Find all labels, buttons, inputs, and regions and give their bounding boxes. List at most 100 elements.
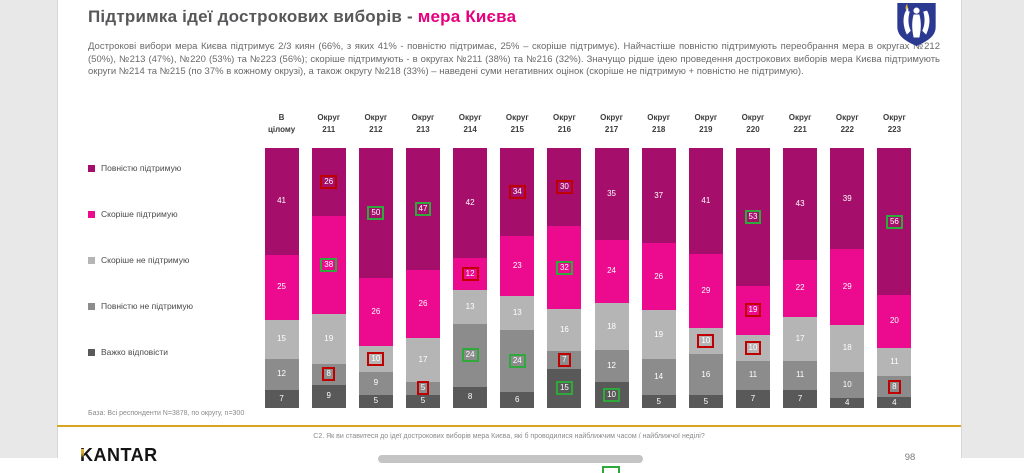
significance-legend-swatch (602, 466, 620, 473)
bar-segment: 7 (264, 389, 299, 408)
legend-label: Повністю підтримую (101, 163, 182, 173)
category-label: Округ 213 (411, 113, 435, 134)
bar-segment: 19 (641, 310, 676, 360)
value-label: 4 (892, 397, 897, 407)
value-label: 14 (654, 372, 664, 382)
value-label: 16 (701, 369, 711, 379)
bar-segment: 11 (877, 347, 912, 377)
bar-segment: 6 (500, 392, 535, 408)
bar-segment: 32 (547, 226, 582, 310)
bar-segment: 9 (311, 384, 346, 408)
legend-item: Важко відповісти (88, 347, 193, 357)
value-label: 5 (373, 396, 379, 406)
stacked-bar: 37 26 19 14 5 (641, 148, 676, 408)
bar-segment: 34 (500, 148, 535, 237)
bar-segment: 42 (453, 148, 488, 259)
category-label: Округ 223 (883, 113, 906, 134)
page-number: 98 (904, 452, 916, 463)
bar-segment: 16 (688, 353, 723, 396)
chart-legend: Повністю підтримую Скоріше підтримую Скорі… (88, 163, 193, 393)
page-title-accent: мера Києва (417, 7, 517, 26)
value-label-significant-lower: 10 (744, 341, 762, 356)
value-label: 22 (795, 283, 805, 293)
bar-segment: 12 (264, 358, 299, 390)
value-label-significant-higher: 47 (414, 202, 432, 217)
value-label-significant-lower: 8 (322, 367, 335, 382)
legend-swatch-icon (88, 256, 95, 264)
bar-segment: 10 (688, 328, 723, 354)
value-label: 7 (750, 393, 756, 403)
value-label-significant-higher: 24 (508, 354, 526, 369)
bar-segment: 19 (311, 314, 346, 364)
chart-column: Округ 217 35 24 18 12 10 (588, 112, 635, 408)
chart-column: Округ 213 47 26 17 5 5 (399, 112, 446, 408)
value-label: 12 (277, 369, 287, 379)
category-label: Округ 215 (505, 113, 529, 134)
bar-segment: 7 (783, 389, 818, 408)
value-label: 6 (515, 395, 520, 405)
stacked-bar: 56 20 11 8 4 (877, 148, 912, 408)
value-label: 41 (277, 196, 287, 206)
value-label: 4 (845, 397, 850, 407)
kyiv-coat-of-arms-icon (897, 2, 936, 47)
footer-divider (57, 425, 961, 427)
value-label: 26 (371, 306, 381, 316)
category-label: Округ 222 (835, 113, 859, 134)
chart-column: Округ 212 50 26 10 9 5 (352, 112, 399, 408)
bar-segment: 38 (311, 215, 346, 315)
legend-label: Повністю не підтримую (101, 301, 193, 311)
value-label: 20 (889, 316, 899, 326)
page-title: Підтримка ідеї дострокових виборів - мер… (88, 7, 516, 27)
value-label: 17 (795, 334, 805, 344)
chart-column: Округ 223 56 20 11 8 4 (871, 112, 918, 408)
value-label: 7 (279, 393, 284, 403)
legend-swatch-icon (88, 348, 95, 356)
value-label: 35 (607, 188, 616, 198)
bar-segment: 12 (594, 350, 629, 382)
viewer-scrollbar[interactable] (378, 455, 643, 463)
value-label: 26 (654, 271, 664, 281)
category-label: Округ 221 (788, 113, 812, 134)
bar-segment: 26 (641, 243, 676, 311)
kantar-logo-gold-accent (81, 449, 84, 458)
value-label: 10 (842, 379, 852, 389)
bar-segment: 11 (735, 361, 770, 390)
chart-column: Округ 214 42 12 13 24 8 (447, 112, 494, 408)
category-label: Округ 216 (553, 113, 576, 134)
category-label: Округ 220 (741, 113, 765, 134)
value-label-significant-lower: 30 (555, 180, 573, 194)
value-label: 13 (465, 301, 475, 311)
legend-item: Повністю підтримую (88, 163, 193, 173)
value-label: 39 (842, 193, 852, 203)
bar-segment: 20 (877, 295, 912, 348)
value-label: 29 (842, 282, 852, 292)
bar-segment: 29 (830, 249, 865, 325)
questionnaire-note: С2. Як ви ставитеся до ідеї дострокових … (313, 433, 705, 440)
base-note: База: Всі респонденти N=3878, по округу,… (88, 410, 245, 417)
chart-column: Округ 219 41 29 10 16 5 (682, 112, 729, 408)
value-label: 18 (842, 343, 852, 353)
bar-segment: 15 (547, 368, 582, 408)
viewer-right-margin (961, 0, 1024, 458)
bar-segment: 7 (547, 350, 582, 369)
value-label-significant-lower: 12 (461, 267, 479, 282)
bar-segment: 25 (264, 254, 299, 320)
bar-segment: 8 (877, 376, 912, 398)
value-label-significant-lower: 26 (320, 174, 338, 189)
bar-segment: 37 (641, 148, 676, 244)
page-title-main: Підтримка ідеї дострокових виборів - (88, 7, 418, 26)
bar-segment: 22 (783, 259, 818, 317)
value-label: 7 (797, 393, 803, 403)
value-label: 13 (512, 308, 522, 318)
legend-item: Повністю не підтримую (88, 301, 193, 311)
bar-segment: 15 (264, 319, 299, 359)
bar-segment: 53 (735, 148, 770, 286)
summary-paragraph: Дострокові вибори мера Києва підтримує 2… (88, 41, 940, 78)
value-label-significant-lower: 5 (416, 381, 430, 396)
bar-segment: 50 (358, 148, 393, 278)
bar-segment: 4 (830, 397, 865, 408)
value-label: 24 (607, 266, 616, 276)
value-label: 18 (607, 321, 616, 331)
value-label-significant-higher: 32 (555, 260, 573, 275)
